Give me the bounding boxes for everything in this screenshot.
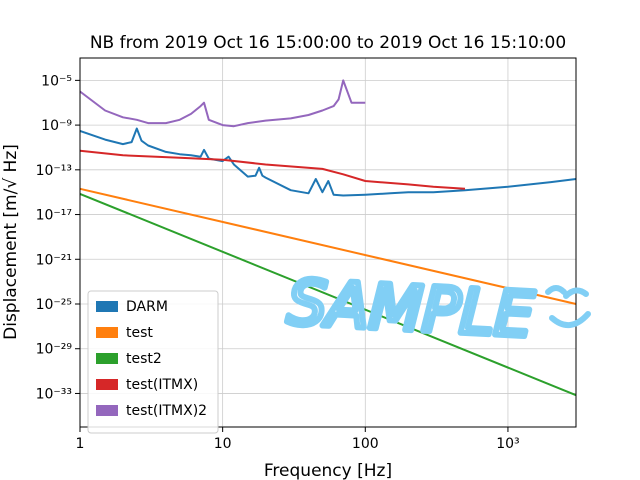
y-axis-label: Displacement [m/√ Hz]	[1, 144, 21, 340]
legend-swatch	[96, 327, 118, 338]
legend: DARM test test2 test(ITMX) test(ITMX)2	[87, 290, 219, 434]
legend-swatch	[96, 301, 118, 312]
series-line-test-itmx-	[79, 149, 466, 190]
y-tick-label: 10⁻²⁵	[36, 297, 72, 313]
legend-swatch	[96, 379, 118, 390]
y-tick-label: 10⁻²⁹	[36, 342, 73, 358]
legend-swatch	[96, 405, 118, 416]
x-tick-label: 10	[214, 436, 232, 452]
watermark-smiley	[545, 285, 591, 328]
y-tick-label: 10⁻²¹	[36, 252, 72, 268]
y-tick-label: 10⁻⁹	[41, 118, 72, 134]
plot-frame	[79, 57, 577, 428]
ticks: 1 10 100 10³ 10⁻⁵ 10⁻⁹ 10⁻¹³ 10⁻¹⁷ 10⁻²¹ 10⁻²⁵ 10⁻…	[36, 73, 520, 452]
series-line-test	[79, 187, 577, 305]
x-axis-label: Frequency [Hz]	[264, 461, 392, 480]
y-tick-label: 10⁻³³	[36, 386, 72, 402]
y-tick-label: 10⁻⁵	[41, 73, 72, 89]
series-layer	[79, 79, 577, 397]
legend-label: DARM	[126, 299, 168, 315]
x-tick-label: 100	[352, 436, 379, 452]
y-tick-label: 10⁻¹³	[36, 163, 72, 179]
y-tick-label: 10⁻¹⁷	[36, 208, 72, 224]
series-line-test2	[79, 192, 577, 397]
x-tick-label: 1	[76, 436, 85, 452]
x-tick-label: 10³	[496, 436, 519, 452]
chart-title: NB from 2019 Oct 16 15:00:00 to 2019 Oct…	[90, 33, 566, 53]
legend-label: test(ITMX)	[126, 377, 198, 393]
legend-label: test(ITMX)2	[126, 403, 207, 419]
legend-box	[87, 290, 219, 434]
legend-label: test	[126, 325, 153, 341]
legend-label: test2	[126, 351, 162, 367]
series-line-darm	[79, 127, 577, 197]
legend-swatch	[96, 353, 118, 364]
grid	[79, 58, 576, 427]
watermark: SAMPLE	[286, 266, 537, 352]
series-line-test-itmx-2	[79, 79, 366, 128]
